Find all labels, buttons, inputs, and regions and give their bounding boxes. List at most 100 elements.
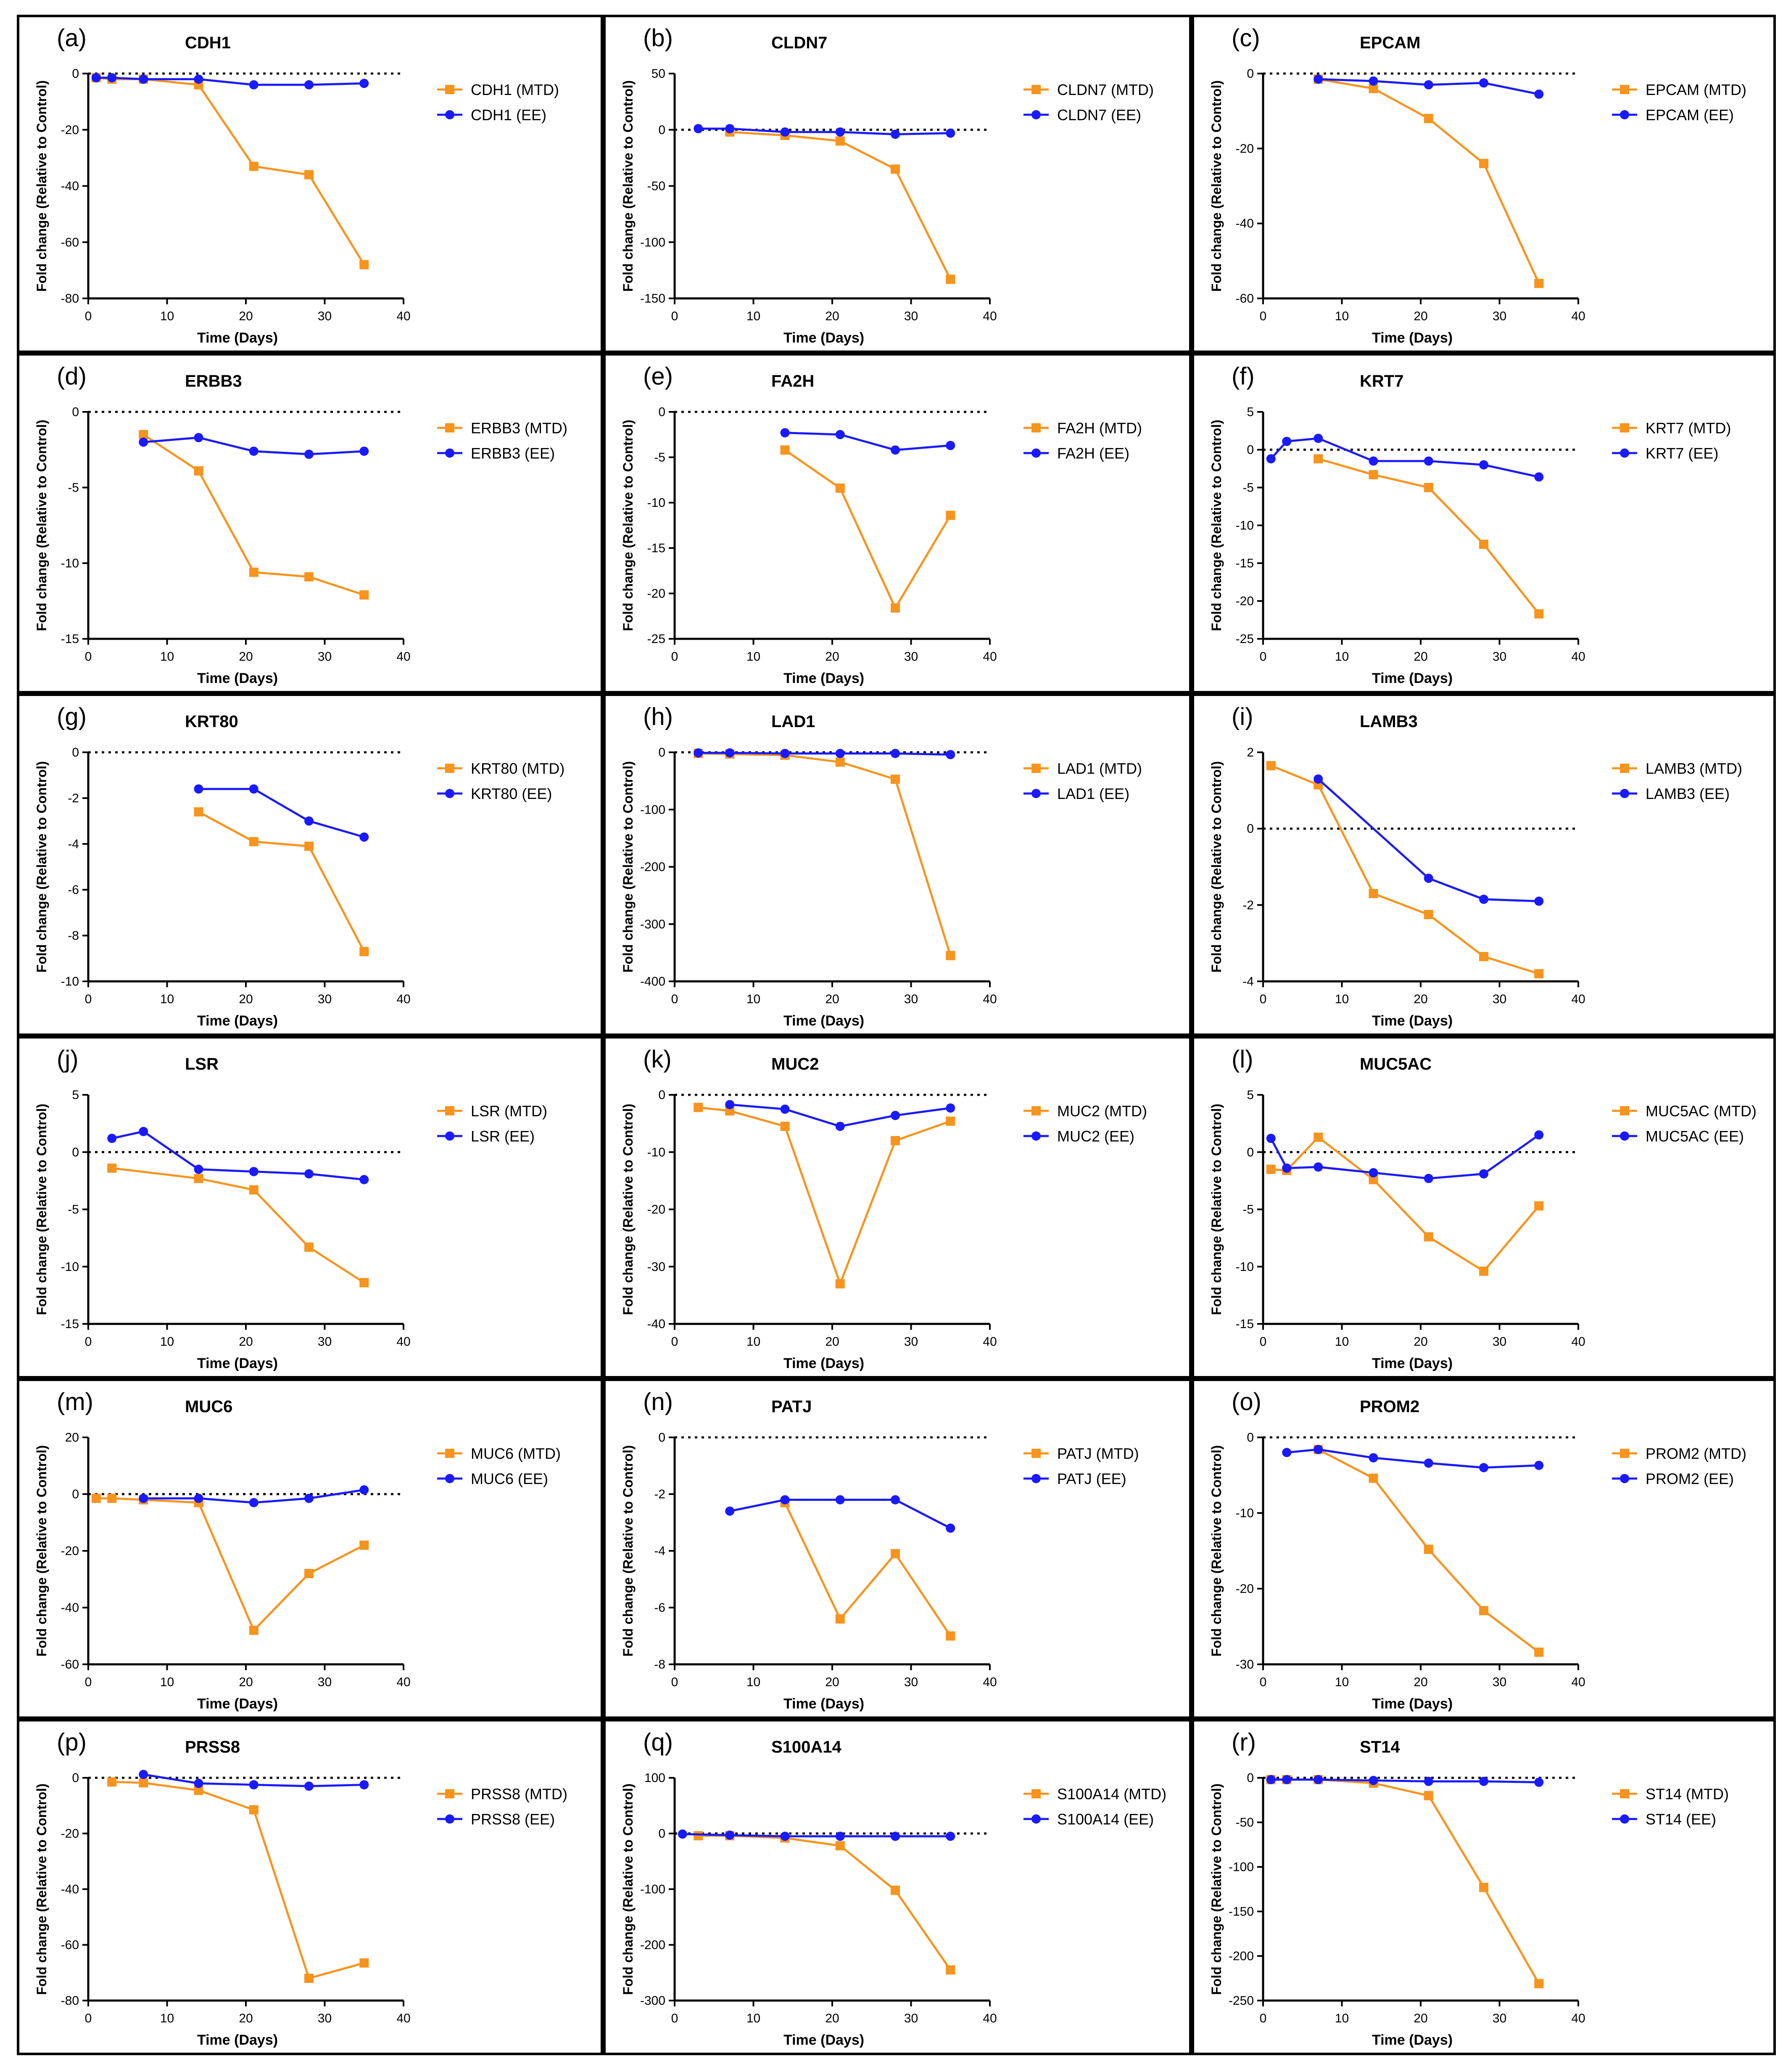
panel-letter: (r) (1232, 1729, 1256, 1756)
y-axis-label: Fold change (Relative to Control) (620, 761, 636, 973)
data-point-mtd (780, 445, 790, 455)
data-point-ee (780, 428, 790, 438)
x-tick-label: 30 (1493, 2011, 1506, 2025)
data-point-mtd (359, 947, 369, 957)
x-tick-label: 30 (904, 650, 918, 664)
data-point-mtd (1534, 1201, 1544, 1211)
legend-marker (445, 1449, 454, 1458)
data-point-ee (780, 749, 790, 758)
y-tick-label: -100 (640, 803, 665, 817)
y-tick-label: 0 (658, 1827, 665, 1841)
data-point-mtd (891, 1885, 900, 1895)
data-point-ee (359, 446, 369, 456)
legend-marker (1620, 85, 1629, 94)
y-tick-label: -25 (1236, 632, 1254, 646)
y-tick-label: -15 (61, 1317, 79, 1331)
y-tick-label: 0 (658, 123, 665, 137)
panel-letter: (b) (643, 24, 673, 52)
x-tick-label: 0 (85, 650, 92, 664)
x-axis-label: Time (Days) (197, 670, 278, 686)
x-tick-label: 40 (1571, 1675, 1585, 1689)
legend-label: PROM2 (EE) (1646, 1470, 1734, 1487)
panel-cldn7: (b) CLDN7 50 0 -50 -100 -150 0 10 20 30 40 Time (Day… (603, 15, 1192, 353)
y-tick-label: 20 (65, 1431, 79, 1445)
y-tick-label: 0 (658, 405, 665, 419)
series-line-ee (1287, 1448, 1539, 1469)
x-tick-label: 0 (1260, 992, 1267, 1006)
y-tick-label: -100 (640, 235, 665, 249)
y-tick-label: -200 (640, 860, 665, 874)
data-point-ee (359, 1485, 369, 1495)
data-point-ee (304, 80, 314, 90)
legend-label: CDH1 (MTD) (471, 81, 559, 98)
panel-prss8: (p) PRSS8 0 -20 -40 -60 -80 0 10 20 30 40 Time (Days… (17, 1719, 603, 2055)
data-point-mtd (107, 1494, 117, 1503)
data-point-ee (946, 1832, 955, 1841)
series-line-mtd (1271, 1778, 1540, 1984)
y-axis-label: Fold change (Relative to Control) (620, 1783, 636, 1995)
data-point-mtd (194, 466, 203, 476)
x-tick-label: 40 (396, 650, 410, 664)
data-point-ee (694, 124, 703, 134)
legend-label: PATJ (MTD) (1057, 1445, 1139, 1462)
x-axis-label: Time (Days) (783, 330, 864, 346)
data-point-mtd (1424, 1791, 1433, 1800)
data-point-mtd (835, 1614, 845, 1624)
data-point-ee (1479, 1169, 1488, 1179)
chart-title: LAD1 (771, 712, 815, 731)
series-line-mtd (1318, 78, 1540, 284)
legend-marker (1031, 764, 1041, 773)
series-line-mtd (96, 76, 365, 266)
x-tick-label: 30 (904, 992, 918, 1006)
data-point-mtd (1534, 609, 1544, 619)
y-axis-label: Fold change (Relative to Control) (1209, 419, 1224, 631)
panel-epcam: (c) EPCAM 0 -20 -40 -60 0 10 20 30 40 Time (Days) Fo… (1192, 15, 1776, 353)
legend-marker (1031, 1789, 1041, 1798)
data-point-mtd (1479, 1882, 1488, 1892)
y-tick-label: -5 (1242, 1203, 1254, 1217)
y-tick-label: -8 (68, 929, 79, 943)
data-point-ee (304, 1781, 314, 1791)
x-tick-label: 30 (318, 1335, 332, 1349)
panel-letter: (f) (1232, 363, 1255, 390)
x-tick-label: 20 (825, 2011, 839, 2025)
y-tick-label: -50 (1236, 1816, 1254, 1829)
panel-frame (603, 693, 1192, 1036)
chart-title: CDH1 (185, 34, 231, 52)
data-point-mtd (694, 1831, 703, 1840)
data-point-mtd (1534, 969, 1544, 978)
data-point-ee (107, 1134, 117, 1143)
y-tick-label: -50 (647, 179, 665, 193)
panel-frame (1192, 693, 1776, 1036)
x-tick-label: 10 (746, 1335, 760, 1349)
data-point-ee (1266, 454, 1276, 464)
panel-letter: (i) (1232, 703, 1253, 730)
legend-label: FA2H (MTD) (1057, 419, 1142, 437)
data-point-mtd (1424, 1232, 1433, 1242)
data-point-ee (139, 74, 148, 84)
legend-marker (445, 1789, 454, 1798)
x-axis-label: Time (Days) (1372, 1013, 1453, 1029)
y-tick-label: -60 (1236, 292, 1254, 306)
y-tick-label: -150 (1229, 1905, 1254, 1919)
legend-marker (1620, 1106, 1629, 1115)
panel-frame (17, 1719, 603, 2055)
data-point-mtd (1479, 159, 1488, 168)
legend-label: LAMB3 (MTD) (1646, 760, 1742, 777)
x-axis-label: Time (Days) (197, 1696, 278, 1712)
data-point-ee (194, 1165, 203, 1174)
data-point-mtd (946, 1116, 955, 1126)
data-point-ee (946, 750, 955, 759)
legend-marker (1031, 423, 1041, 432)
legend-label: PATJ (EE) (1057, 1470, 1126, 1487)
data-point-ee (1266, 1134, 1276, 1143)
data-point-ee (1282, 1163, 1292, 1173)
data-point-mtd (1266, 1165, 1276, 1174)
data-point-mtd (1369, 84, 1378, 93)
y-tick-label: -5 (68, 1203, 79, 1217)
x-axis-label: Time (Days) (1372, 1696, 1453, 1712)
x-axis-label: Time (Days) (197, 1013, 278, 1029)
panel-prom2: (o) PROM2 0 -10 -20 -30 0 10 20 30 40 Time (Days) Fo… (1192, 1379, 1776, 1719)
legend-label: KRT7 (MTD) (1646, 419, 1731, 437)
